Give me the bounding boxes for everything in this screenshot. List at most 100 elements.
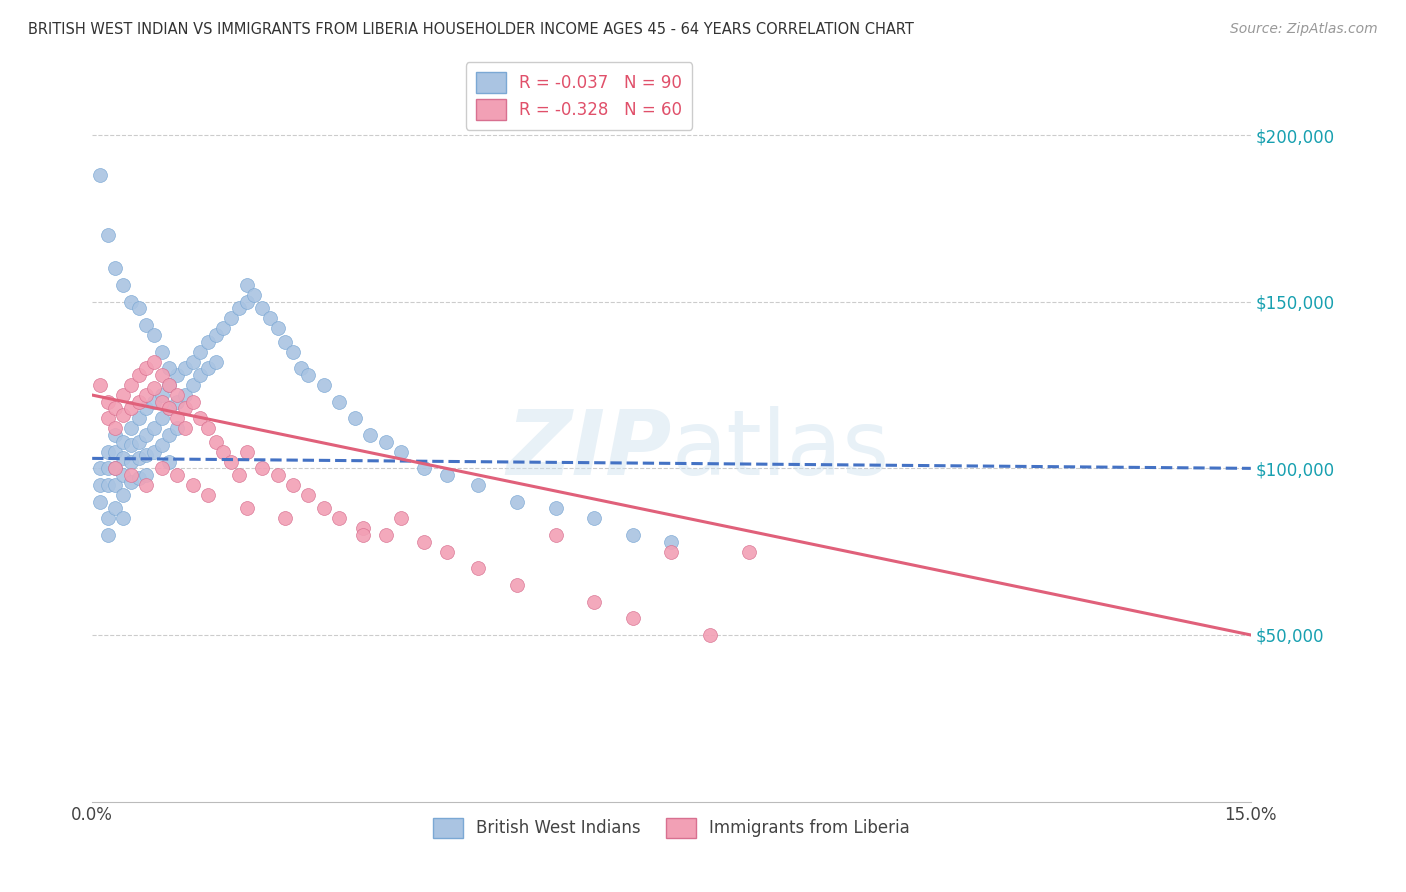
Point	[266, 321, 288, 335]
Point	[266, 468, 288, 483]
Point	[97, 478, 120, 492]
Point	[583, 594, 606, 608]
Point	[128, 434, 150, 449]
Point	[544, 501, 567, 516]
Point	[197, 488, 219, 502]
Point	[135, 401, 157, 416]
Point	[112, 408, 135, 422]
Point	[128, 301, 150, 316]
Point	[143, 394, 166, 409]
Point	[150, 411, 173, 425]
Point	[104, 428, 127, 442]
Point	[89, 478, 111, 492]
Point	[135, 318, 157, 332]
Point	[120, 468, 142, 483]
Point	[157, 455, 180, 469]
Point	[135, 448, 157, 462]
Point	[157, 428, 180, 442]
Point	[166, 368, 188, 382]
Point	[621, 611, 644, 625]
Point	[128, 394, 150, 409]
Point	[97, 461, 120, 475]
Point	[112, 488, 135, 502]
Point	[112, 511, 135, 525]
Point	[374, 434, 396, 449]
Point	[104, 401, 127, 416]
Point	[699, 628, 721, 642]
Point	[374, 528, 396, 542]
Point	[297, 488, 319, 502]
Text: atlas: atlas	[672, 406, 890, 493]
Point	[389, 444, 412, 458]
Point	[204, 328, 226, 343]
Point	[157, 361, 180, 376]
Point	[228, 301, 250, 316]
Point	[188, 411, 211, 425]
Point	[166, 468, 188, 483]
Point	[173, 421, 195, 435]
Point	[250, 301, 273, 316]
Point	[128, 451, 150, 466]
Point	[89, 378, 111, 392]
Text: Source: ZipAtlas.com: Source: ZipAtlas.com	[1230, 22, 1378, 37]
Point	[166, 388, 188, 402]
Point	[97, 444, 120, 458]
Legend: British West Indians, Immigrants from Liberia: British West Indians, Immigrants from Li…	[426, 811, 917, 845]
Point	[297, 368, 319, 382]
Point	[135, 478, 157, 492]
Point	[328, 511, 350, 525]
Point	[436, 468, 458, 483]
Point	[143, 355, 166, 369]
Point	[150, 388, 173, 402]
Point	[197, 361, 219, 376]
Point	[204, 355, 226, 369]
Point	[467, 478, 489, 492]
Point	[413, 534, 436, 549]
Point	[506, 578, 529, 592]
Point	[359, 428, 381, 442]
Point	[274, 334, 297, 349]
Point	[544, 528, 567, 542]
Point	[120, 378, 142, 392]
Point	[143, 421, 166, 435]
Point	[128, 471, 150, 485]
Point	[197, 334, 219, 349]
Point	[104, 421, 127, 435]
Point	[389, 511, 412, 525]
Point	[212, 321, 235, 335]
Point	[157, 378, 180, 392]
Point	[143, 381, 166, 395]
Point	[120, 401, 142, 416]
Point	[661, 534, 683, 549]
Point	[128, 411, 150, 425]
Point	[352, 528, 374, 542]
Point	[104, 478, 127, 492]
Point	[661, 544, 683, 558]
Point	[235, 278, 257, 293]
Point	[150, 368, 173, 382]
Point	[157, 378, 180, 392]
Point	[120, 421, 142, 435]
Point	[235, 501, 257, 516]
Point	[120, 438, 142, 452]
Point	[135, 388, 157, 402]
Point	[281, 344, 304, 359]
Point	[104, 261, 127, 276]
Point	[89, 494, 111, 508]
Point	[120, 455, 142, 469]
Point	[143, 444, 166, 458]
Text: ZIP: ZIP	[506, 406, 672, 493]
Point	[413, 461, 436, 475]
Point	[173, 401, 195, 416]
Point	[343, 411, 366, 425]
Point	[150, 438, 173, 452]
Point	[112, 451, 135, 466]
Text: BRITISH WEST INDIAN VS IMMIGRANTS FROM LIBERIA HOUSEHOLDER INCOME AGES 45 - 64 Y: BRITISH WEST INDIAN VS IMMIGRANTS FROM L…	[28, 22, 914, 37]
Point	[135, 468, 157, 483]
Point	[181, 378, 204, 392]
Point	[188, 368, 211, 382]
Point	[166, 394, 188, 409]
Point	[259, 311, 281, 326]
Point	[312, 501, 335, 516]
Point	[212, 444, 235, 458]
